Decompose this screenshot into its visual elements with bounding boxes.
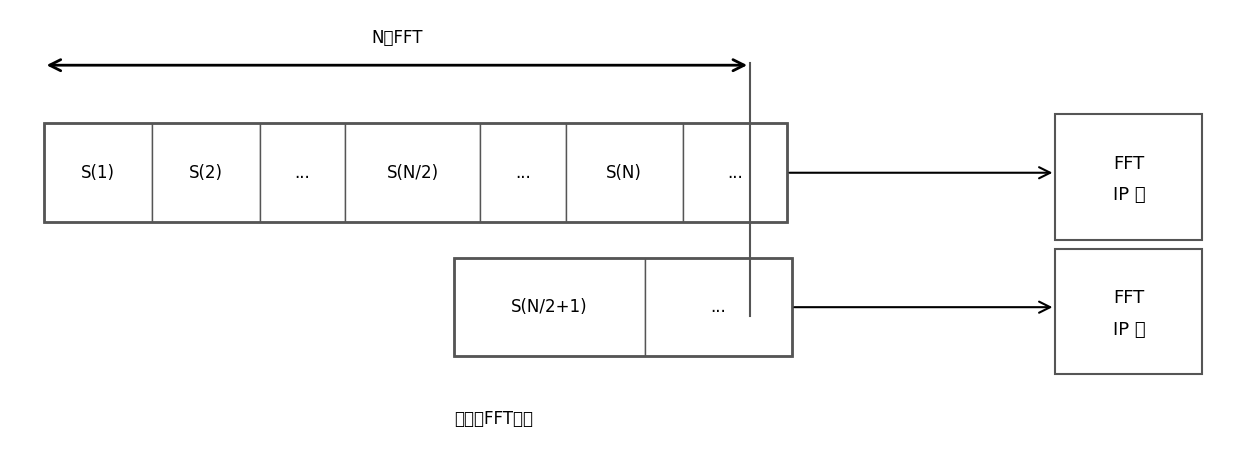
Bar bbox=[43, 123, 786, 222]
Bar bbox=[1055, 115, 1203, 240]
Text: S(N): S(N) bbox=[606, 164, 642, 182]
Text: S(2): S(2) bbox=[188, 164, 222, 182]
Text: FFT: FFT bbox=[1114, 155, 1145, 173]
Bar bbox=[645, 258, 791, 357]
Text: S(N/2+1): S(N/2+1) bbox=[511, 298, 588, 316]
Text: FFT: FFT bbox=[1114, 289, 1145, 307]
Text: 第二路FFT起始: 第二路FFT起始 bbox=[455, 410, 533, 428]
Bar bbox=[682, 123, 786, 222]
Bar bbox=[480, 123, 565, 222]
Bar bbox=[1055, 249, 1203, 374]
Text: N点FFT: N点FFT bbox=[371, 29, 423, 47]
Bar bbox=[455, 258, 645, 357]
Text: ...: ... bbox=[711, 298, 725, 316]
Bar bbox=[565, 123, 682, 222]
Bar bbox=[259, 123, 346, 222]
Text: IP 核: IP 核 bbox=[1112, 186, 1146, 204]
Text: S(N/2): S(N/2) bbox=[387, 164, 439, 182]
Text: ...: ... bbox=[727, 164, 743, 182]
Text: IP 核: IP 核 bbox=[1112, 321, 1146, 339]
Bar bbox=[151, 123, 259, 222]
Bar bbox=[455, 258, 791, 357]
Text: ...: ... bbox=[295, 164, 310, 182]
Bar bbox=[346, 123, 480, 222]
Text: ...: ... bbox=[516, 164, 531, 182]
Text: S(1): S(1) bbox=[81, 164, 114, 182]
Bar bbox=[43, 123, 151, 222]
